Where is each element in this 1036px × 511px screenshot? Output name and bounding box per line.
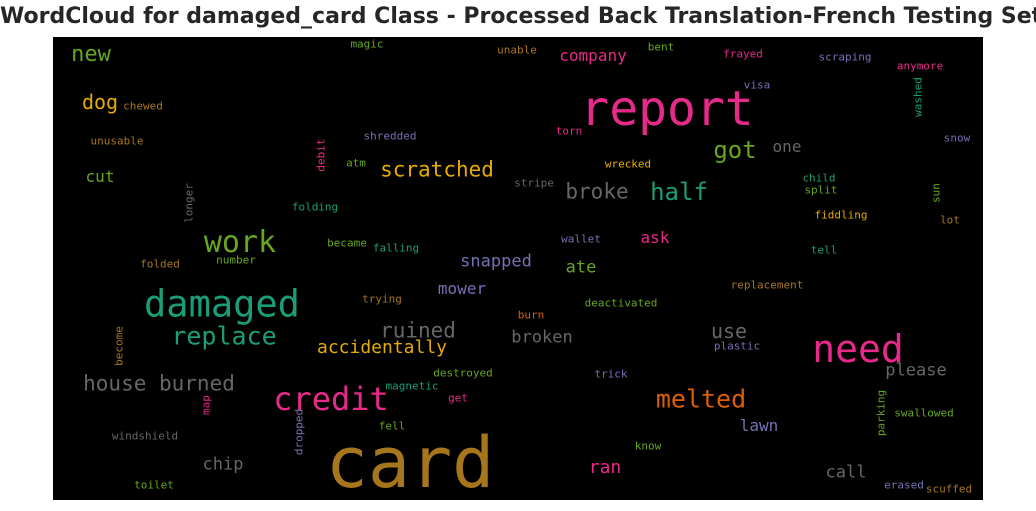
word-broke: broke (565, 179, 629, 204)
word-call: call (825, 462, 867, 483)
word-swallowed: swallowed (894, 406, 954, 420)
word-anymore: anymore (896, 59, 944, 73)
word-mower: mower (437, 279, 487, 298)
word-unable: unable (497, 43, 537, 57)
word-atm: atm (346, 156, 366, 170)
word-company: company (559, 46, 627, 65)
word-melted: melted (655, 384, 747, 414)
word-scuffed: scuffed (925, 482, 973, 496)
word-erased: erased (884, 478, 924, 492)
word-house-burned: house burned (83, 371, 235, 396)
word-unusable: unusable (90, 134, 144, 148)
word-longer: longer (182, 183, 196, 223)
word-lot: lot (940, 213, 960, 227)
word-snow: snow (943, 131, 971, 145)
word-replacement: replacement (730, 278, 804, 292)
word-became: became (327, 236, 367, 250)
word-deactivated: deactivated (584, 296, 658, 310)
word-destroyed: destroyed (433, 366, 493, 380)
word-become: become (112, 326, 126, 366)
word-damaged: damaged (144, 282, 300, 326)
word-report: report (580, 81, 754, 137)
word-child: child (802, 171, 836, 185)
chart-title: WordCloud for damaged_card Class - Proce… (0, 4, 1036, 29)
word-folding: folding (291, 200, 339, 214)
word-visa: visa (743, 78, 771, 92)
word-one: one (772, 137, 802, 156)
word-lawn: lawn (739, 416, 779, 435)
word-know: know (634, 439, 662, 453)
word-trying: trying (362, 292, 402, 306)
word-map: map (199, 395, 213, 415)
word-chewed: chewed (123, 99, 163, 113)
word-use: use (710, 319, 748, 343)
word-wallet: wallet (561, 232, 601, 246)
word-debit: debit (314, 138, 328, 172)
word-stripe: stripe (514, 176, 554, 190)
word-ate: ate (565, 257, 597, 278)
word-chip: chip (202, 454, 244, 475)
word-need: need (812, 327, 904, 371)
word-number: number (216, 253, 256, 267)
word-credit: credit (273, 380, 389, 418)
word-accidentally: accidentally (316, 337, 448, 358)
word-tell: tell (810, 243, 838, 257)
word-windshield: windshield (111, 429, 179, 443)
word-wrecked: wrecked (604, 157, 652, 171)
word-ruined: ruined (380, 318, 456, 343)
word-folded: folded (140, 257, 180, 271)
word-frayed: frayed (723, 47, 763, 61)
word-toilet: toilet (134, 478, 174, 492)
word-ran: ran (588, 457, 622, 478)
word-shredded: shredded (363, 129, 417, 143)
word-sun: sun (929, 183, 943, 203)
word-please: please (885, 360, 947, 381)
word-burn: burn (517, 308, 545, 322)
word-fell: fell (378, 419, 406, 433)
word-get: get (448, 391, 468, 405)
word-dropped: dropped (292, 408, 306, 456)
word-split: split (804, 183, 838, 197)
word-half: half (650, 178, 708, 206)
word-magic: magic (350, 37, 384, 51)
word-new: new (71, 42, 111, 67)
word-trick: trick (594, 367, 628, 381)
word-fiddling: fiddling (814, 208, 868, 222)
word-snapped: snapped (460, 251, 532, 272)
word-magnetic: magnetic (385, 379, 439, 393)
word-work: work (203, 225, 277, 260)
word-torn: torn (555, 124, 583, 138)
word-ask: ask (640, 228, 670, 247)
word-parking: parking (874, 389, 888, 437)
wordcloud-canvas: card report need damaged credit work replace me… (53, 37, 983, 500)
word-broken: broken (511, 327, 573, 348)
word-scraping: scraping (818, 50, 872, 64)
word-card: card (325, 422, 495, 500)
word-got: got (713, 136, 757, 164)
word-dog: dog (81, 90, 119, 114)
word-cut: cut (85, 167, 115, 186)
word-scratched: scratched (380, 157, 494, 182)
word-falling: falling (372, 241, 420, 255)
word-plastic: plastic (713, 339, 761, 353)
word-replace: replace (171, 321, 277, 351)
word-washed: washed (911, 77, 925, 117)
word-bent: bent (647, 40, 675, 54)
